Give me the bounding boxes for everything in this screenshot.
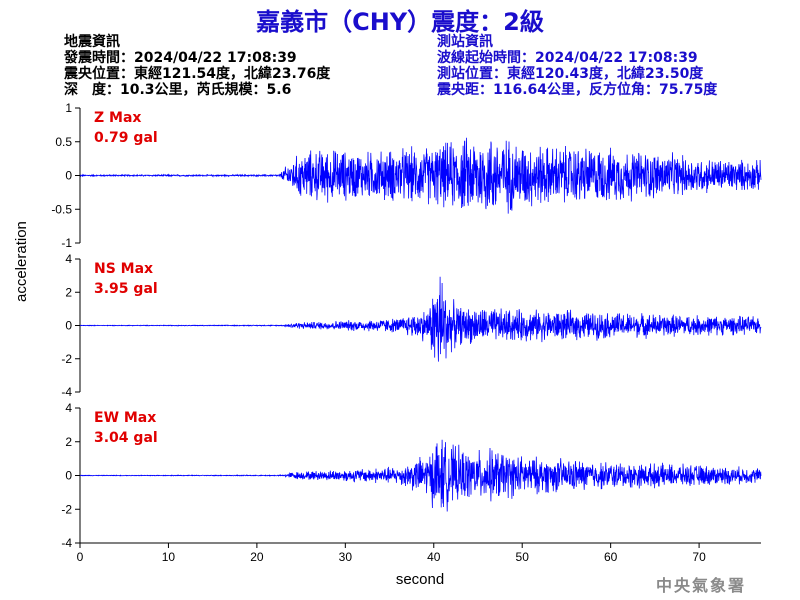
x-tick-label: 50 <box>516 550 530 564</box>
z-trace <box>79 137 762 214</box>
ns-trace <box>79 276 762 362</box>
ew-y-tick-label: 4 <box>65 401 72 415</box>
epicentral-distance: 震央距：116.64公里，反方位角：75.75度 <box>437 82 718 98</box>
x-axis-label: second <box>395 571 445 588</box>
z-y-tick-label: 0 <box>65 169 72 183</box>
x-tick-label: 40 <box>427 550 441 564</box>
x-tick-label: 20 <box>250 550 264 564</box>
ns-y-tick-label: -4 <box>61 385 72 399</box>
x-tick-label: 30 <box>339 550 353 564</box>
origin-time: 發震時間：2024/04/22 17:08:39 <box>64 50 297 66</box>
ew-max-label: EW Max 3.04 gal <box>94 408 158 448</box>
x-tick-label: 70 <box>692 550 706 564</box>
ew-max-value: 3.04 gal <box>94 430 158 446</box>
earthquake-info-heading: 地震資訊 <box>64 34 120 50</box>
station-info-heading: 測站資訊 <box>437 34 493 50</box>
x-tick-label: 60 <box>604 550 618 564</box>
z-y-tick-label: 1 <box>65 101 72 115</box>
footer-agency: 中央氣象署 <box>656 576 747 595</box>
z-y-tick-label: -0.5 <box>51 202 72 216</box>
x-tick-label: 10 <box>162 550 176 564</box>
y-axis-label: acceleration <box>13 221 30 302</box>
ns-max-label: NS Max 3.95 gal <box>94 259 158 299</box>
station-location: 測站位置：東經120.43度，北緯23.50度 <box>437 66 704 82</box>
ns-max-value: 3.95 gal <box>94 281 158 297</box>
z-max-label: Z Max 0.79 gal <box>94 108 158 148</box>
ns-max-title: NS Max <box>94 261 154 277</box>
ns-y-tick-label: 0 <box>65 319 72 333</box>
z-max-title: Z Max <box>94 110 142 126</box>
x-tick-label: 0 <box>77 550 84 564</box>
wave-start-time: 波線起始時間：2024/04/22 17:08:39 <box>437 50 698 66</box>
ew-y-tick-label: 0 <box>65 469 72 483</box>
z-max-value: 0.79 gal <box>94 130 158 146</box>
ew-trace <box>79 439 762 512</box>
ew-y-tick-label: -2 <box>61 502 72 516</box>
earthquake-info: 地震資訊 發震時間：2024/04/22 17:08:39 震央位置：東經121… <box>64 34 330 98</box>
depth-magnitude: 深 度：10.3公里，芮氏規模：5.6 <box>64 82 292 98</box>
ew-y-tick-label: -4 <box>61 536 72 550</box>
ns-y-tick-label: 4 <box>65 252 72 266</box>
ew-max-title: EW Max <box>94 410 157 426</box>
page-title: 嘉義市（CHY）震度：2級 <box>256 8 544 36</box>
ns-y-tick-label: 2 <box>65 285 72 299</box>
ew-y-tick-label: 2 <box>65 435 72 449</box>
epicenter: 震央位置：東經121.54度，北緯23.76度 <box>64 66 331 82</box>
station-info: 測站資訊 波線起始時間：2024/04/22 17:08:39 測站位置：東經1… <box>437 34 717 98</box>
ns-y-tick-label: -2 <box>61 352 72 366</box>
z-y-tick-label: -1 <box>61 236 72 250</box>
z-y-tick-label: 0.5 <box>55 135 72 149</box>
